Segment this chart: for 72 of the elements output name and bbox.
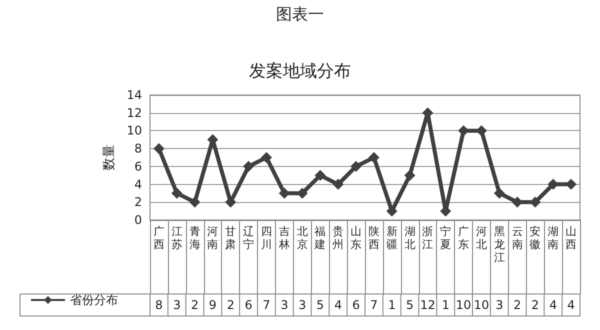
data-label: 5 xyxy=(316,298,324,312)
x-tick-label: 福建 xyxy=(314,225,326,251)
x-tick-label: 宁夏 xyxy=(440,225,452,251)
x-tick-label: 广西 xyxy=(153,225,164,251)
x-tick-label: 安徽 xyxy=(530,225,541,251)
data-label: 2 xyxy=(513,298,522,312)
y-axis-title: 数量 xyxy=(102,144,117,170)
x-tick-label: 广东 xyxy=(458,225,470,251)
data-label: 3 xyxy=(298,298,306,312)
point xyxy=(260,152,272,163)
data-label: 7 xyxy=(262,298,270,312)
data-label: 4 xyxy=(549,298,557,312)
data-label: 10 xyxy=(474,298,490,312)
data-label: 6 xyxy=(352,298,360,312)
x-tick-label: 河北 xyxy=(476,225,487,251)
x-tick-label: 浙江 xyxy=(422,225,434,251)
x-tick-label: 云南 xyxy=(512,225,523,251)
x-tick-label: 辽宁 xyxy=(243,225,254,251)
y-tick-label: 2 xyxy=(134,195,142,210)
x-tick-label: 北京 xyxy=(296,225,308,251)
data-label: 12 xyxy=(420,298,436,312)
x-tick-label: 山东 xyxy=(350,225,362,251)
y-tick-label: 6 xyxy=(134,159,142,174)
x-tick-label: 陕西 xyxy=(368,225,380,251)
data-label: 4 xyxy=(567,298,575,312)
x-tick-label: 四川 xyxy=(260,225,272,251)
y-tick-label: 12 xyxy=(126,106,142,120)
point xyxy=(404,170,416,181)
x-tick-label: 青海 xyxy=(189,225,200,251)
x-tick-label: 黑龙江 xyxy=(494,225,505,264)
x-tick-label: 贵州 xyxy=(332,225,344,251)
point xyxy=(566,178,577,190)
point xyxy=(243,160,254,172)
x-tick-label: 吉林 xyxy=(278,225,290,251)
point xyxy=(189,196,200,208)
point xyxy=(171,188,182,199)
data-label: 7 xyxy=(370,298,378,312)
data-label: 8 xyxy=(155,298,163,312)
data-label: 3 xyxy=(173,298,181,312)
x-tick-label: 新疆 xyxy=(386,225,398,251)
x-tick-label: 湖南 xyxy=(548,225,559,251)
data-label: 1 xyxy=(388,298,396,312)
point xyxy=(153,143,164,154)
data-label: 3 xyxy=(496,298,504,312)
x-tick-label: 甘肃 xyxy=(225,225,236,251)
y-tick-label: 8 xyxy=(134,142,142,156)
y-tick-label: 4 xyxy=(134,177,142,192)
data-label: 9 xyxy=(208,298,217,312)
y-tick-label: 10 xyxy=(126,124,142,138)
text: 图表一 xyxy=(276,4,324,24)
x-tick-label: 湖北 xyxy=(404,225,416,251)
data-label: 4 xyxy=(334,298,342,312)
legend-label: 省份分布 xyxy=(70,293,118,307)
x-tick-label: 江苏 xyxy=(171,225,182,251)
x-tick-label: 山西 xyxy=(566,225,577,251)
data-label: 5 xyxy=(406,298,414,312)
data-label: 2 xyxy=(190,298,199,312)
point xyxy=(350,160,362,172)
y-tick-label: 14 xyxy=(126,88,142,102)
x-tick-label: 河南 xyxy=(207,225,218,251)
point xyxy=(332,178,344,190)
y-tick-label: 0 xyxy=(134,213,142,227)
data-label: 3 xyxy=(280,298,288,312)
data-label: 6 xyxy=(244,298,252,312)
point xyxy=(314,170,326,181)
data-label: 2 xyxy=(531,298,540,312)
data-label: 2 xyxy=(226,298,234,312)
data-label: 1 xyxy=(442,298,450,312)
chart-title: 发案地域分布 xyxy=(249,62,351,82)
point xyxy=(494,188,505,199)
point xyxy=(368,152,380,163)
data-label: 10 xyxy=(456,298,472,312)
